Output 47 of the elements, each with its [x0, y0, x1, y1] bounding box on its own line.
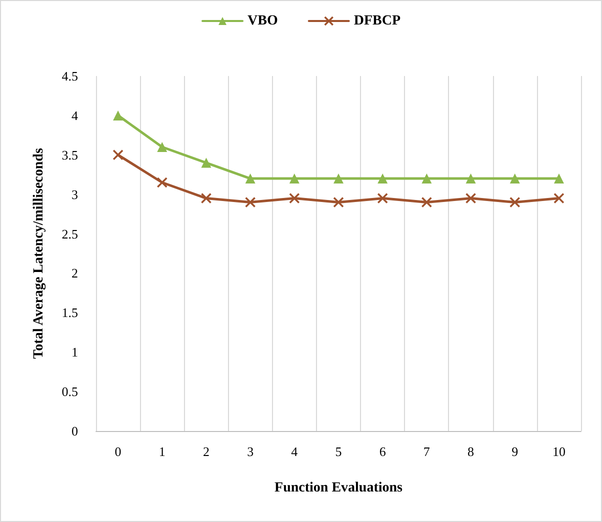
point [156, 177, 168, 188]
point [334, 174, 344, 184]
x-tick-label: 8 [468, 444, 474, 459]
x-tick-label: 1 [158, 444, 166, 459]
point [378, 174, 388, 184]
point [200, 192, 212, 204]
y-tick-label: 1 [72, 344, 78, 360]
y-tick-label: 4 [72, 108, 78, 123]
x-tick-label: 2 [202, 444, 210, 459]
y-tick-label: 3 [72, 186, 78, 202]
point [113, 110, 124, 120]
point [466, 174, 476, 184]
point [245, 174, 256, 184]
y-tick-label: 4.5 [62, 68, 78, 84]
point [554, 192, 564, 204]
point [112, 149, 124, 160]
x-tick-label: 9 [512, 444, 518, 459]
y-tick-label: 2.5 [62, 226, 78, 242]
y-tick-label: 1.5 [62, 305, 78, 320]
x-tick-label: 5 [335, 444, 342, 459]
point [554, 174, 564, 184]
point [244, 196, 256, 208]
x-tick-label: 3 [247, 444, 254, 459]
point [377, 192, 388, 204]
legend-label: VBO [248, 14, 278, 28]
y-axis-title: Total Average Latency/milliseconds [32, 148, 46, 359]
x-tick-label: 0 [114, 444, 122, 459]
y-tick-label: 0.5 [62, 384, 78, 400]
point [510, 174, 520, 184]
x-axis-title: Function Evaluations [274, 480, 404, 496]
point [289, 174, 300, 184]
y-tick-label: 0 [72, 424, 78, 438]
x-tick-label: 10 [552, 444, 566, 459]
point [421, 196, 432, 208]
point [422, 174, 432, 184]
x-tick-label: 4 [291, 444, 298, 459]
x-tick-label: 7 [423, 444, 430, 459]
y-tick-label: 2 [72, 266, 78, 281]
point [333, 196, 344, 208]
point [509, 196, 520, 208]
x-tick-label: 6 [379, 444, 386, 459]
point [201, 158, 212, 168]
y-tick-label: 3.5 [62, 147, 78, 162]
point [157, 142, 168, 152]
point [289, 192, 300, 204]
point [465, 192, 476, 204]
legend-label: DFBCP [354, 14, 401, 28]
